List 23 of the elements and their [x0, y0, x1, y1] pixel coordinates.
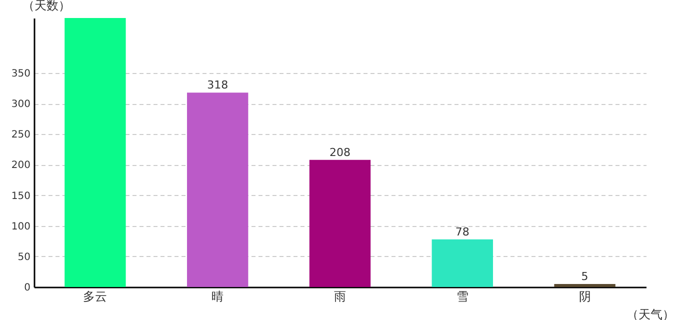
bar	[309, 160, 371, 287]
y-tick-label: 50	[18, 252, 30, 263]
x-tick-label: 雪	[456, 290, 468, 304]
data-label: 5	[581, 270, 588, 283]
bar	[187, 92, 248, 287]
x-tick-label: 晴	[212, 290, 224, 304]
y-tick-label: 350	[11, 68, 30, 80]
bar	[64, 18, 126, 287]
data-label: 208	[330, 146, 350, 159]
y-tick-label: 100	[11, 221, 30, 232]
x-tick-label: 多云	[83, 290, 108, 304]
y-tick-label: 300	[11, 99, 30, 110]
x-tick-label: 雨	[334, 290, 346, 304]
y-tick-label: 0	[24, 282, 30, 294]
y-tick-label: 150	[11, 190, 30, 202]
data-label: 318	[207, 78, 228, 92]
y-tick-label: 250	[11, 130, 30, 141]
bar	[554, 284, 616, 287]
data-label: 78	[455, 225, 470, 238]
y-tick-label: 200	[11, 160, 30, 172]
bar	[432, 239, 493, 287]
y-axis-title: （天数）	[22, 0, 70, 12]
x-tick-label: 阴	[578, 290, 591, 304]
